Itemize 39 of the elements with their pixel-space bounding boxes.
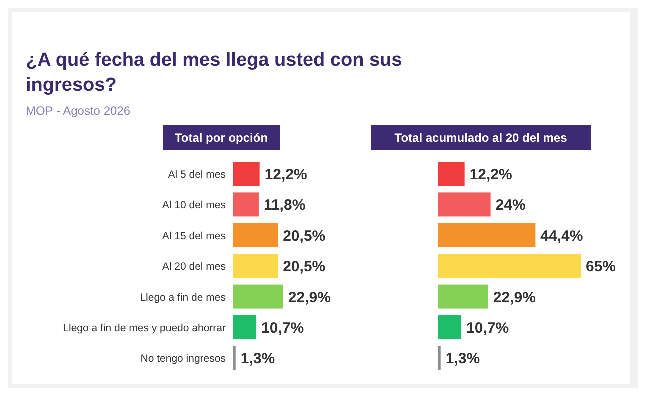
bar xyxy=(438,223,536,248)
bar xyxy=(438,254,581,278)
y-tick-label: Llego a fin de mes y puedo ahorrar xyxy=(63,322,226,334)
bar xyxy=(438,162,465,186)
data-label: 20,5% xyxy=(283,258,326,276)
bar xyxy=(438,316,462,340)
bar xyxy=(233,316,257,340)
data-label: 22,9% xyxy=(493,289,536,306)
text: MOP - Agosto 2026 xyxy=(26,104,131,118)
data-label: 1,3% xyxy=(240,350,276,368)
data-label: 22,9% xyxy=(288,289,331,306)
data-label: 10,7% xyxy=(466,320,510,337)
data-label: 12,2% xyxy=(470,166,512,184)
y-tick-label: No tengo ingresos xyxy=(140,353,226,366)
bar xyxy=(233,162,260,186)
bar xyxy=(438,192,491,217)
bar xyxy=(233,192,259,217)
data-label: 24% xyxy=(496,197,526,214)
bar xyxy=(233,254,278,278)
y-tick-label: Al 15 del mes xyxy=(162,230,226,242)
y-tick-label: Al 10 del mes xyxy=(162,200,226,212)
bar xyxy=(233,284,284,309)
data-label: 12,2% xyxy=(264,166,308,184)
text: ¿A qué fecha del mes llega usted con sus ingresos? xyxy=(26,50,402,96)
data-label: 11,8% xyxy=(264,197,306,214)
chart-title: Total acumulado al 20 del mes xyxy=(394,131,568,145)
y-tick-label: Al 5 del mes xyxy=(168,169,226,181)
bar xyxy=(233,223,278,248)
data-label: 1,3% xyxy=(446,350,480,368)
bar xyxy=(438,346,441,370)
y-tick-label: Al 20 del mes xyxy=(162,261,226,274)
data-label: 10,7% xyxy=(262,320,304,337)
bar xyxy=(233,346,236,370)
data-label: 44,4% xyxy=(540,228,584,245)
data-label: 65% xyxy=(586,258,616,276)
bar xyxy=(438,284,488,309)
y-tick-label: Llego a fin de mes xyxy=(140,292,226,304)
data-label: 20,5% xyxy=(283,228,326,245)
chart-title: Total por opción xyxy=(174,131,268,145)
